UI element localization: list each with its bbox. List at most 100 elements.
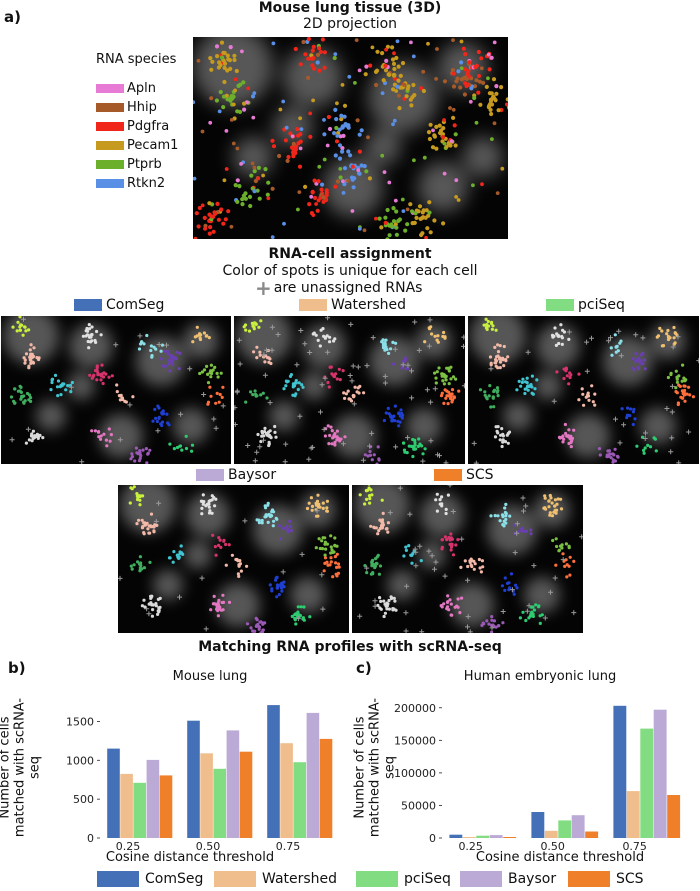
assigned-spot <box>556 333 560 338</box>
rna-spot <box>334 117 339 122</box>
assigned-spot <box>665 332 669 336</box>
assigned-spot <box>259 319 263 323</box>
assigned-spot <box>176 555 180 559</box>
unassigned-plus <box>351 401 357 407</box>
unassigned-plus <box>146 611 152 617</box>
assigned-spot <box>524 529 528 533</box>
rna-spot <box>318 49 323 55</box>
assigned-spot <box>379 524 384 528</box>
rna-spot <box>473 64 478 70</box>
assigned-spot <box>508 586 512 590</box>
rna-spot <box>442 79 448 84</box>
rna-spot <box>459 39 464 44</box>
rna-spot <box>228 45 233 50</box>
assigned-spot <box>121 397 125 402</box>
assigned-spot <box>482 323 486 327</box>
assigned-spot <box>254 624 258 628</box>
assigned-spot <box>447 382 451 386</box>
unassigned-plus <box>509 587 515 593</box>
assigned-spot <box>141 525 145 529</box>
assigned-spot <box>559 507 564 511</box>
nucleus-blob <box>67 372 95 400</box>
assigned-spot <box>18 325 22 329</box>
unassigned-plus <box>617 440 623 446</box>
assigned-spot <box>487 394 491 398</box>
rna-spot <box>209 214 214 219</box>
assigned-spot <box>363 502 367 506</box>
assigned-spot <box>554 343 558 347</box>
assigned-spot <box>480 559 484 563</box>
bar-watershed-0.75 <box>280 743 293 838</box>
assigned-spot <box>504 357 508 362</box>
assigned-spot <box>435 509 439 513</box>
rna-spot <box>350 177 355 182</box>
rna-spot <box>395 84 400 89</box>
unassigned-plus <box>465 614 471 620</box>
rna-spot <box>261 173 265 178</box>
nucleus-blob <box>99 414 143 458</box>
unassigned-plus <box>203 626 209 632</box>
rna-spot <box>333 184 338 189</box>
rna-spot <box>384 58 389 63</box>
assigned-spot <box>492 389 496 394</box>
rna-spot <box>326 114 331 120</box>
rna-spot <box>312 178 317 183</box>
unassigned-plus <box>427 317 433 323</box>
assigned-spot <box>138 449 142 453</box>
assigned-spot <box>310 504 315 508</box>
unassigned-plus <box>417 543 423 549</box>
unassigned-plus <box>419 629 425 633</box>
assigned-spot <box>496 343 500 347</box>
section-title: Matching RNA profiles with scRNA-seq <box>198 639 502 655</box>
unassigned-plus <box>127 402 133 408</box>
bar-baysor-0.50 <box>226 730 240 838</box>
assigned-spot <box>399 408 403 412</box>
unassigned-plus <box>467 629 473 633</box>
cell-spots <box>128 485 341 633</box>
assigned-spot <box>321 506 325 510</box>
unassigned-plus <box>608 335 613 341</box>
assigned-spot <box>554 563 558 567</box>
unassigned-plus <box>357 613 363 619</box>
assigned-spot <box>506 355 510 359</box>
rna-spot <box>435 47 439 51</box>
assigned-spot <box>216 614 220 618</box>
rna-spot <box>327 126 333 132</box>
rna-spot <box>325 143 330 148</box>
assigned-spot <box>447 369 451 373</box>
assigned-spot <box>326 563 330 567</box>
unassigned-plus <box>616 328 622 334</box>
rna-spot <box>484 84 489 89</box>
assigned-spot <box>260 521 264 525</box>
rna-spot <box>270 186 275 191</box>
rna-spot <box>310 189 315 194</box>
y-tick-label: 100000 <box>394 767 436 780</box>
panel-a-title: Mouse lung tissue (3D) <box>258 0 442 16</box>
rna-spot <box>466 74 471 79</box>
assigned-spot <box>207 336 211 340</box>
assigned-spot <box>202 368 207 372</box>
assigned-spot <box>151 603 155 607</box>
bar-scs-0.75 <box>319 738 333 838</box>
unassigned-plus <box>426 548 432 554</box>
assigned-spot <box>666 375 670 380</box>
unassigned-plus <box>369 430 375 436</box>
rna-spot <box>333 107 338 112</box>
rna-spot <box>391 122 395 127</box>
unassigned-plus <box>413 549 419 555</box>
rna-spot <box>221 50 226 55</box>
assigned-spot <box>440 374 444 378</box>
rna-spot <box>392 51 396 56</box>
assigned-spot <box>217 543 221 547</box>
assigned-spot <box>569 445 573 449</box>
unassigned-plus <box>405 435 411 441</box>
assigned-spot <box>613 333 617 337</box>
rna-spot <box>395 39 400 44</box>
unassigned-plus <box>403 610 409 616</box>
assigned-spot <box>503 588 507 592</box>
rna-spot <box>428 230 433 235</box>
assigned-spot <box>216 375 220 379</box>
assigned-spot <box>349 399 354 403</box>
assigned-spot <box>353 385 357 389</box>
assigned-spot <box>410 553 414 557</box>
